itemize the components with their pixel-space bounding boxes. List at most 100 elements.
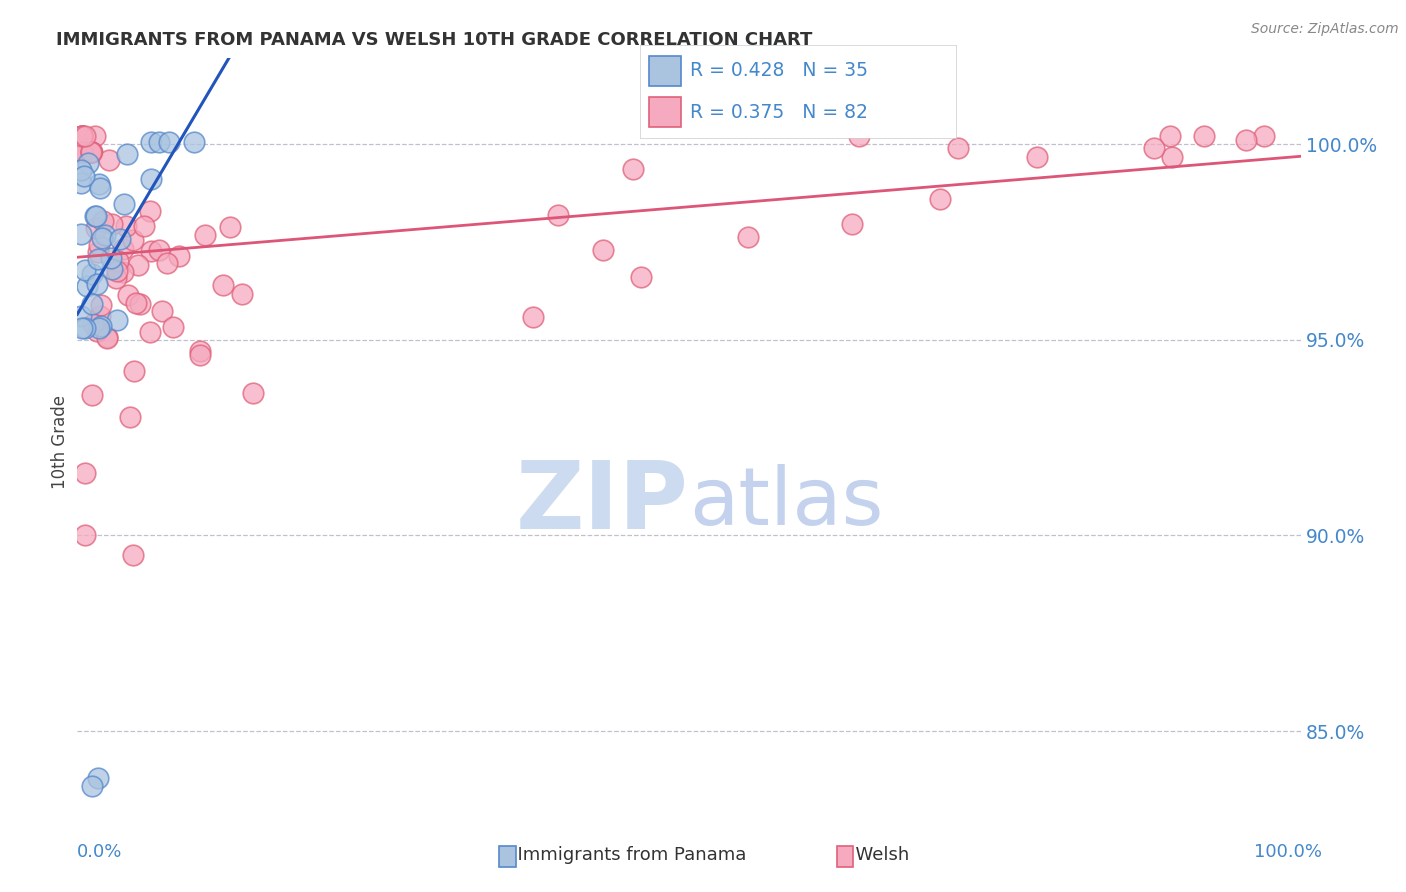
Point: [73, 169, 96, 184]
Point: [108, 232, 131, 246]
Point: [139, 244, 162, 258]
Point: [1253, 129, 1275, 144]
Point: [80, 145, 103, 159]
Text: IMMIGRANTS FROM PANAMA VS WELSH 10TH GRADE CORRELATION CHART: IMMIGRANTS FROM PANAMA VS WELSH 10TH GRA…: [56, 31, 813, 49]
Point: [87, 252, 110, 266]
Point: [167, 249, 190, 263]
Text: Immigrants from Panama: Immigrants from Panama: [506, 846, 747, 863]
Point: [194, 227, 217, 242]
Point: [90, 298, 112, 312]
Point: [105, 313, 128, 327]
Point: [522, 310, 544, 325]
Point: [98, 153, 121, 167]
Point: [87, 245, 110, 260]
Point: [75, 528, 97, 542]
Point: [76, 156, 98, 170]
Point: [107, 254, 129, 268]
Point: [101, 261, 124, 276]
Point: [111, 265, 134, 279]
Text: 0.0%: 0.0%: [77, 843, 122, 861]
Point: [75, 263, 97, 277]
Point: [218, 219, 240, 234]
Point: [80, 779, 103, 793]
Point: [148, 135, 170, 149]
Point: [86, 325, 108, 339]
Text: R = 0.375   N = 82: R = 0.375 N = 82: [690, 103, 869, 121]
Point: [148, 243, 170, 257]
Point: [87, 177, 110, 191]
Point: [70, 309, 93, 323]
Point: [127, 258, 149, 272]
Text: 100.0%: 100.0%: [1254, 843, 1322, 861]
Point: [122, 364, 145, 378]
Point: [82, 317, 104, 331]
Point: [115, 219, 138, 234]
Point: [115, 147, 138, 161]
Point: [80, 296, 103, 310]
Point: [122, 548, 145, 562]
Point: [1192, 129, 1215, 144]
Point: [80, 145, 103, 159]
Point: [80, 387, 103, 401]
Point: [212, 278, 235, 293]
Bar: [650, 97, 681, 127]
Point: [848, 129, 870, 144]
Point: [156, 256, 179, 270]
Point: [1143, 141, 1166, 155]
Point: [188, 348, 211, 362]
Point: [70, 129, 93, 144]
Point: [89, 181, 111, 195]
Point: [112, 242, 135, 256]
Point: [134, 219, 156, 234]
Point: [70, 176, 93, 190]
Point: [162, 319, 184, 334]
Point: [80, 145, 103, 159]
Point: [70, 129, 93, 144]
Point: [70, 129, 93, 144]
Point: [96, 331, 118, 345]
Point: [70, 145, 93, 159]
Point: [84, 221, 107, 235]
Bar: [650, 56, 681, 86]
Point: [80, 145, 103, 159]
Point: [129, 297, 152, 311]
Point: [90, 319, 112, 334]
Point: [139, 135, 162, 149]
Text: Source: ZipAtlas.com: Source: ZipAtlas.com: [1251, 22, 1399, 37]
Point: [841, 217, 863, 231]
Point: [547, 208, 569, 222]
Point: [183, 135, 205, 149]
Point: [139, 325, 162, 339]
Text: atlas: atlas: [689, 464, 883, 542]
Point: [70, 145, 93, 159]
Point: [737, 229, 759, 244]
Text: ZIP: ZIP: [516, 457, 689, 549]
Point: [122, 234, 145, 248]
Point: [139, 171, 162, 186]
Point: [91, 213, 114, 227]
Text: Welsh: Welsh: [844, 846, 908, 863]
Point: [96, 330, 118, 344]
Point: [157, 135, 180, 149]
Point: [70, 145, 93, 159]
Point: [630, 269, 652, 284]
Point: [70, 129, 93, 144]
Point: [73, 321, 96, 335]
Point: [79, 145, 101, 159]
Point: [105, 271, 128, 285]
Point: [83, 129, 105, 144]
Point: [79, 145, 101, 159]
Point: [118, 409, 141, 424]
Point: [124, 296, 146, 310]
Point: [70, 129, 93, 144]
Point: [90, 231, 112, 245]
Point: [76, 278, 98, 293]
Point: [117, 287, 139, 301]
Point: [87, 771, 110, 785]
Point: [72, 145, 94, 159]
Point: [86, 277, 108, 291]
Point: [1159, 129, 1181, 144]
Point: [621, 162, 644, 177]
Point: [87, 238, 110, 252]
Point: [105, 264, 128, 278]
